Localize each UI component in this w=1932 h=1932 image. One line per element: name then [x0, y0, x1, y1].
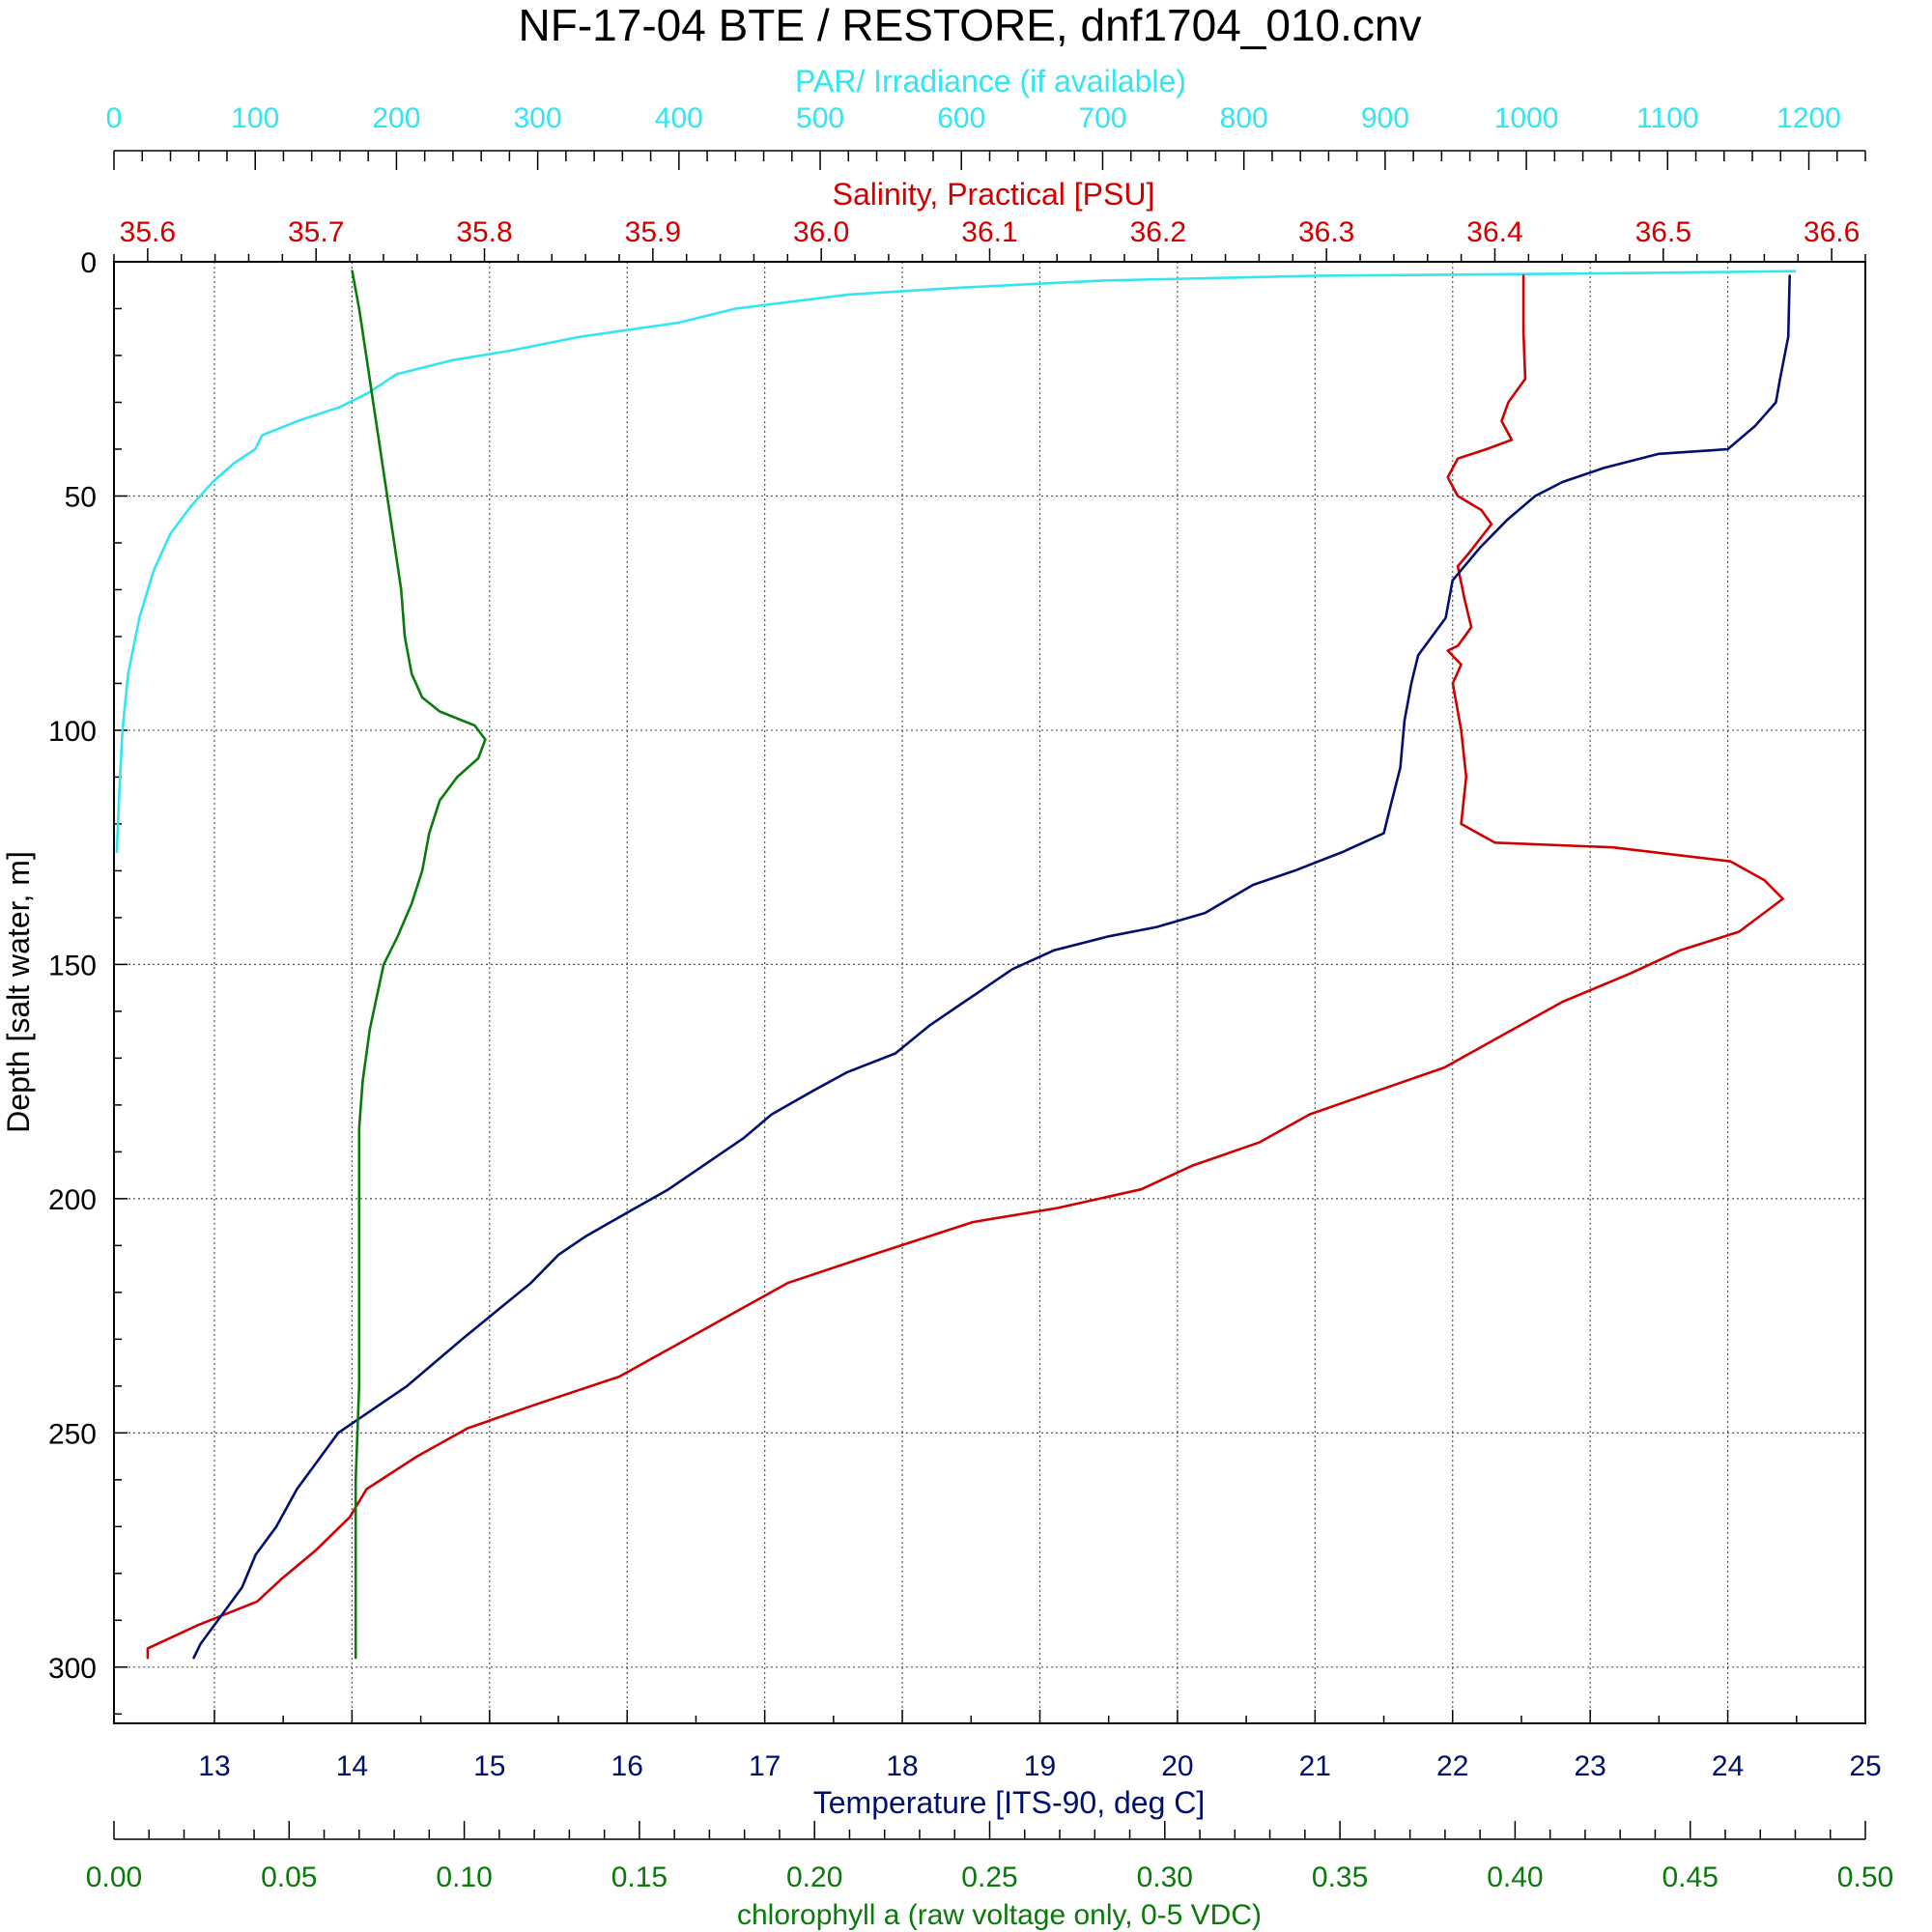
y-tick-label: 100 [48, 716, 97, 748]
par-tick-label: 300 [514, 102, 562, 134]
salinity-profile-line [146, 274, 1784, 1660]
salinity-tick-label: 35.8 [456, 216, 512, 248]
chlorophyll-tick-label: 0.20 [786, 1861, 842, 1893]
temperature-tick-label: 17 [749, 1750, 781, 1782]
temperature-tick-label: 21 [1299, 1750, 1331, 1782]
temperature-tick-label: 15 [473, 1750, 505, 1782]
gridlines [114, 262, 1865, 1723]
par-tick-label: 200 [372, 102, 420, 134]
salinity-tick-label: 35.7 [288, 216, 344, 248]
temperature-tick-label: 23 [1574, 1750, 1605, 1782]
temperature-axis-label: Temperature [ITS-90, deg C] [813, 1785, 1206, 1820]
temperature-profile-line [192, 274, 1791, 1660]
chlorophyll-axis-label: chlorophyll a (raw voltage only, 0-5 VDC… [737, 1899, 1262, 1931]
chlorophyll-tick-label: 0.45 [1662, 1861, 1719, 1893]
par-profile-line [115, 270, 1797, 854]
temperature-tick-label: 13 [198, 1750, 230, 1782]
temperature-tick-label: 20 [1161, 1750, 1193, 1782]
y-tick-label: 150 [48, 950, 97, 981]
par-tick-label: 1200 [1776, 102, 1841, 134]
salinity-tick-label: 36.0 [793, 216, 849, 248]
salinity-tick-label: 36.3 [1298, 216, 1354, 248]
chlorophyll-tick-label: 0.30 [1137, 1861, 1193, 1893]
chlorophyll-tick-label: 0.05 [261, 1861, 317, 1893]
chlorophyll-tick-label: 0.00 [86, 1861, 142, 1893]
par-tick-label: 600 [937, 102, 985, 134]
temperature-tick-label: 24 [1712, 1750, 1744, 1782]
chlorophyll-profile-line [351, 270, 487, 1660]
chlorophyll-tick-label: 0.50 [1837, 1861, 1893, 1893]
salinity-tick-label: 35.9 [625, 216, 681, 248]
temperature-tick-label: 19 [1024, 1750, 1056, 1782]
par-axis-label: PAR/ Irradiance (if available) [795, 64, 1186, 99]
par-tick-label: 1100 [1636, 102, 1699, 134]
salinity-tick-label: 36.2 [1130, 216, 1186, 248]
chlorophyll-tick-label: 0.10 [436, 1861, 492, 1893]
y-tick-label: 200 [48, 1184, 97, 1216]
par-tick-label: 400 [655, 102, 703, 134]
chart-title: NF-17-04 BTE / RESTORE, dnf1704_010.cnv [519, 0, 1422, 50]
salinity-tick-label: 36.5 [1635, 216, 1691, 248]
y-axis-label: Depth [salt water, m] [1, 851, 36, 1133]
y-tick-label: 50 [65, 481, 97, 513]
data-series [115, 270, 1797, 1660]
chlorophyll-tick-label: 0.35 [1312, 1861, 1368, 1893]
salinity-tick-label: 36.1 [961, 216, 1017, 248]
salinity-axis-label: Salinity, Practical [PSU] [833, 177, 1155, 212]
par-tick-label: 800 [1220, 102, 1268, 134]
salinity-tick-label: 36.4 [1466, 216, 1522, 248]
temperature-tick-label: 16 [611, 1750, 643, 1782]
temperature-tick-label: 18 [886, 1750, 918, 1782]
par-tick-label: 700 [1078, 102, 1126, 134]
par-tick-label: 500 [796, 102, 844, 134]
salinity-tick-label: 36.6 [1804, 216, 1860, 248]
temperature-tick-label: 14 [336, 1750, 368, 1782]
par-tick-label: 1000 [1494, 102, 1559, 134]
par-tick-label: 100 [231, 102, 279, 134]
chlorophyll-tick-label: 0.40 [1487, 1861, 1543, 1893]
y-tick-label: 300 [48, 1653, 97, 1685]
y-tick-label: 0 [80, 247, 97, 279]
chlorophyll-tick-label: 0.15 [611, 1861, 668, 1893]
salinity-tick-label: 35.6 [120, 216, 176, 248]
temperature-tick-label: 25 [1849, 1750, 1881, 1782]
chlorophyll-tick-label: 0.25 [961, 1861, 1017, 1893]
par-tick-label: 0 [106, 102, 123, 134]
y-tick-label: 250 [48, 1418, 97, 1450]
temperature-tick-label: 22 [1436, 1750, 1468, 1782]
plot-frame [113, 261, 1866, 1724]
par-tick-label: 900 [1361, 102, 1409, 134]
